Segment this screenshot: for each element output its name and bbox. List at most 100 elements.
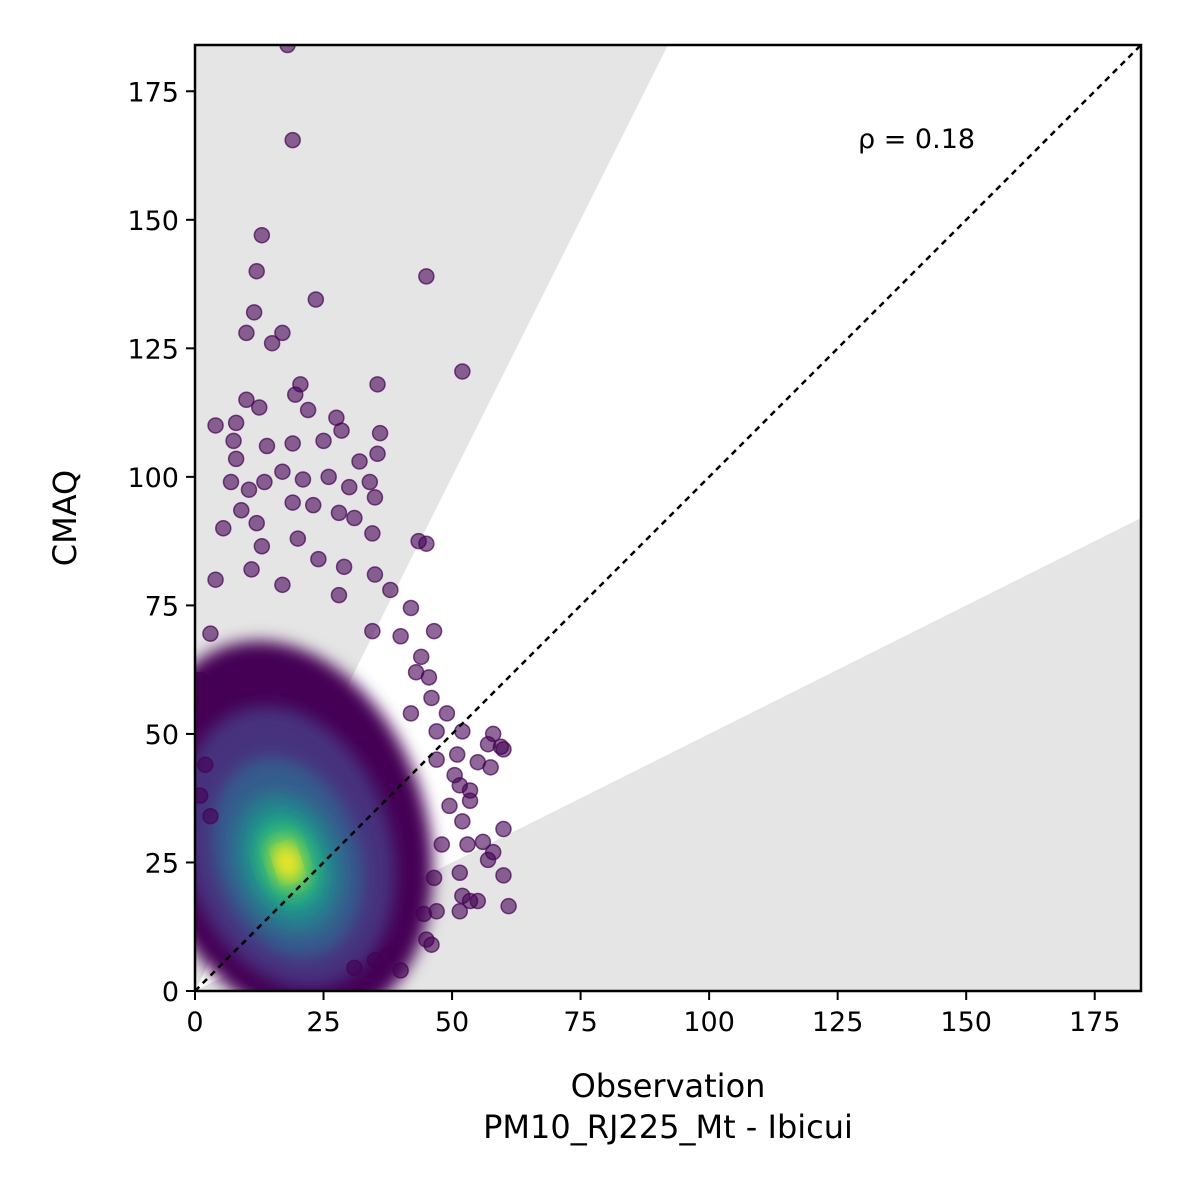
- data-point: [287, 386, 304, 403]
- data-point: [438, 705, 456, 722]
- x-tick-label: 50: [435, 1007, 469, 1038]
- y-tick-label: 175: [127, 77, 179, 108]
- data-point: [423, 689, 440, 707]
- y-tick-label: 75: [145, 591, 179, 622]
- data-point: [364, 525, 381, 542]
- x-tick-label: 150: [940, 1007, 992, 1038]
- data-point: [195, 787, 209, 804]
- data-point: [495, 741, 512, 758]
- data-point: [371, 424, 389, 442]
- data-point: [454, 363, 471, 380]
- data-point: [299, 401, 317, 419]
- x-axis-sublabel: PM10_RJ225_Mt - Ibicui: [483, 1108, 853, 1146]
- data-point: [274, 463, 291, 480]
- data-point: [425, 869, 443, 887]
- data-point: [294, 471, 312, 488]
- data-point: [330, 504, 348, 522]
- data-point: [474, 833, 492, 851]
- y-tick-label: 50: [145, 720, 179, 751]
- data-point: [412, 648, 430, 666]
- data-point: [225, 432, 242, 450]
- data-point: [202, 676, 219, 694]
- data-point: [207, 571, 224, 588]
- data-point: [258, 437, 276, 455]
- y-axis-ticks: 0 25 50 75 100 125 150 175: [127, 77, 195, 1008]
- y-tick-label: 125: [127, 334, 179, 365]
- data-point: [428, 751, 445, 768]
- one-to-one-line: [195, 45, 1141, 991]
- data-point: [451, 903, 469, 920]
- data-point: [448, 746, 466, 763]
- data-point: [195, 697, 211, 714]
- annotation-rho: ρ = 0.18: [858, 124, 975, 155]
- data-point: [263, 334, 281, 352]
- data-point: [253, 538, 271, 555]
- data-point: [495, 820, 512, 838]
- data-point: [248, 514, 265, 532]
- data-point: [454, 813, 471, 830]
- data-point: [256, 473, 273, 491]
- data-point: [315, 432, 332, 450]
- data-point: [392, 628, 409, 645]
- data-point: [459, 836, 476, 853]
- y-tick-label: 150: [127, 206, 179, 237]
- x-tick-label: 75: [563, 1007, 597, 1038]
- data-point: [418, 535, 435, 552]
- x-tick-label: 175: [1069, 1007, 1121, 1038]
- data-point: [284, 131, 301, 149]
- data-point: [366, 489, 384, 506]
- data-point: [346, 959, 363, 977]
- data-point: [202, 807, 219, 825]
- data-point: [215, 520, 232, 537]
- x-tick-label: 100: [683, 1007, 735, 1038]
- data-point: [227, 414, 245, 432]
- data-point: [495, 867, 512, 884]
- data-point: [428, 723, 445, 740]
- data-point: [335, 558, 353, 576]
- data-point: [366, 951, 384, 969]
- data-point: [469, 892, 487, 910]
- data-point: [253, 226, 271, 244]
- data-point: [423, 936, 440, 953]
- data-point: [289, 530, 307, 547]
- data-point: [243, 561, 260, 578]
- data-point: [333, 422, 350, 439]
- data-point: [248, 262, 265, 280]
- scatter-points: [195, 45, 517, 979]
- data-point: [279, 45, 296, 54]
- data-point: [238, 391, 255, 408]
- data-point: [245, 304, 263, 321]
- y-axis-label: CMAQ: [46, 470, 84, 566]
- data-point: [238, 324, 255, 342]
- data-point: [251, 399, 268, 416]
- data-point: [415, 905, 433, 923]
- x-axis-ticks: 0 25 50 75 100 125 150 175: [186, 991, 1121, 1038]
- data-point: [407, 663, 425, 681]
- data-point: [392, 962, 409, 979]
- plot-frame: [193, 43, 1143, 993]
- data-point: [433, 836, 451, 853]
- data-point: [310, 550, 327, 568]
- x-tick-label: 25: [306, 1007, 340, 1038]
- x-tick-label: 125: [812, 1007, 864, 1038]
- data-point: [454, 723, 471, 740]
- plot-area: [195, 45, 1141, 991]
- data-point: [451, 864, 469, 881]
- data-point: [320, 468, 337, 486]
- data-point: [207, 417, 224, 434]
- data-point: [346, 509, 363, 527]
- data-point: [340, 478, 358, 496]
- y-tick-label: 100: [127, 463, 179, 494]
- y-tick-label: 0: [162, 977, 179, 1008]
- data-point: [284, 435, 301, 452]
- data-point: [402, 599, 420, 617]
- data-point: [418, 268, 435, 285]
- data-point: [307, 291, 325, 308]
- data-point: [284, 494, 301, 511]
- data-point: [197, 756, 214, 774]
- data-point: [240, 481, 258, 498]
- data-point: [369, 376, 386, 393]
- data-point: [425, 622, 443, 640]
- data-point: [366, 566, 384, 583]
- data-point: [227, 450, 245, 468]
